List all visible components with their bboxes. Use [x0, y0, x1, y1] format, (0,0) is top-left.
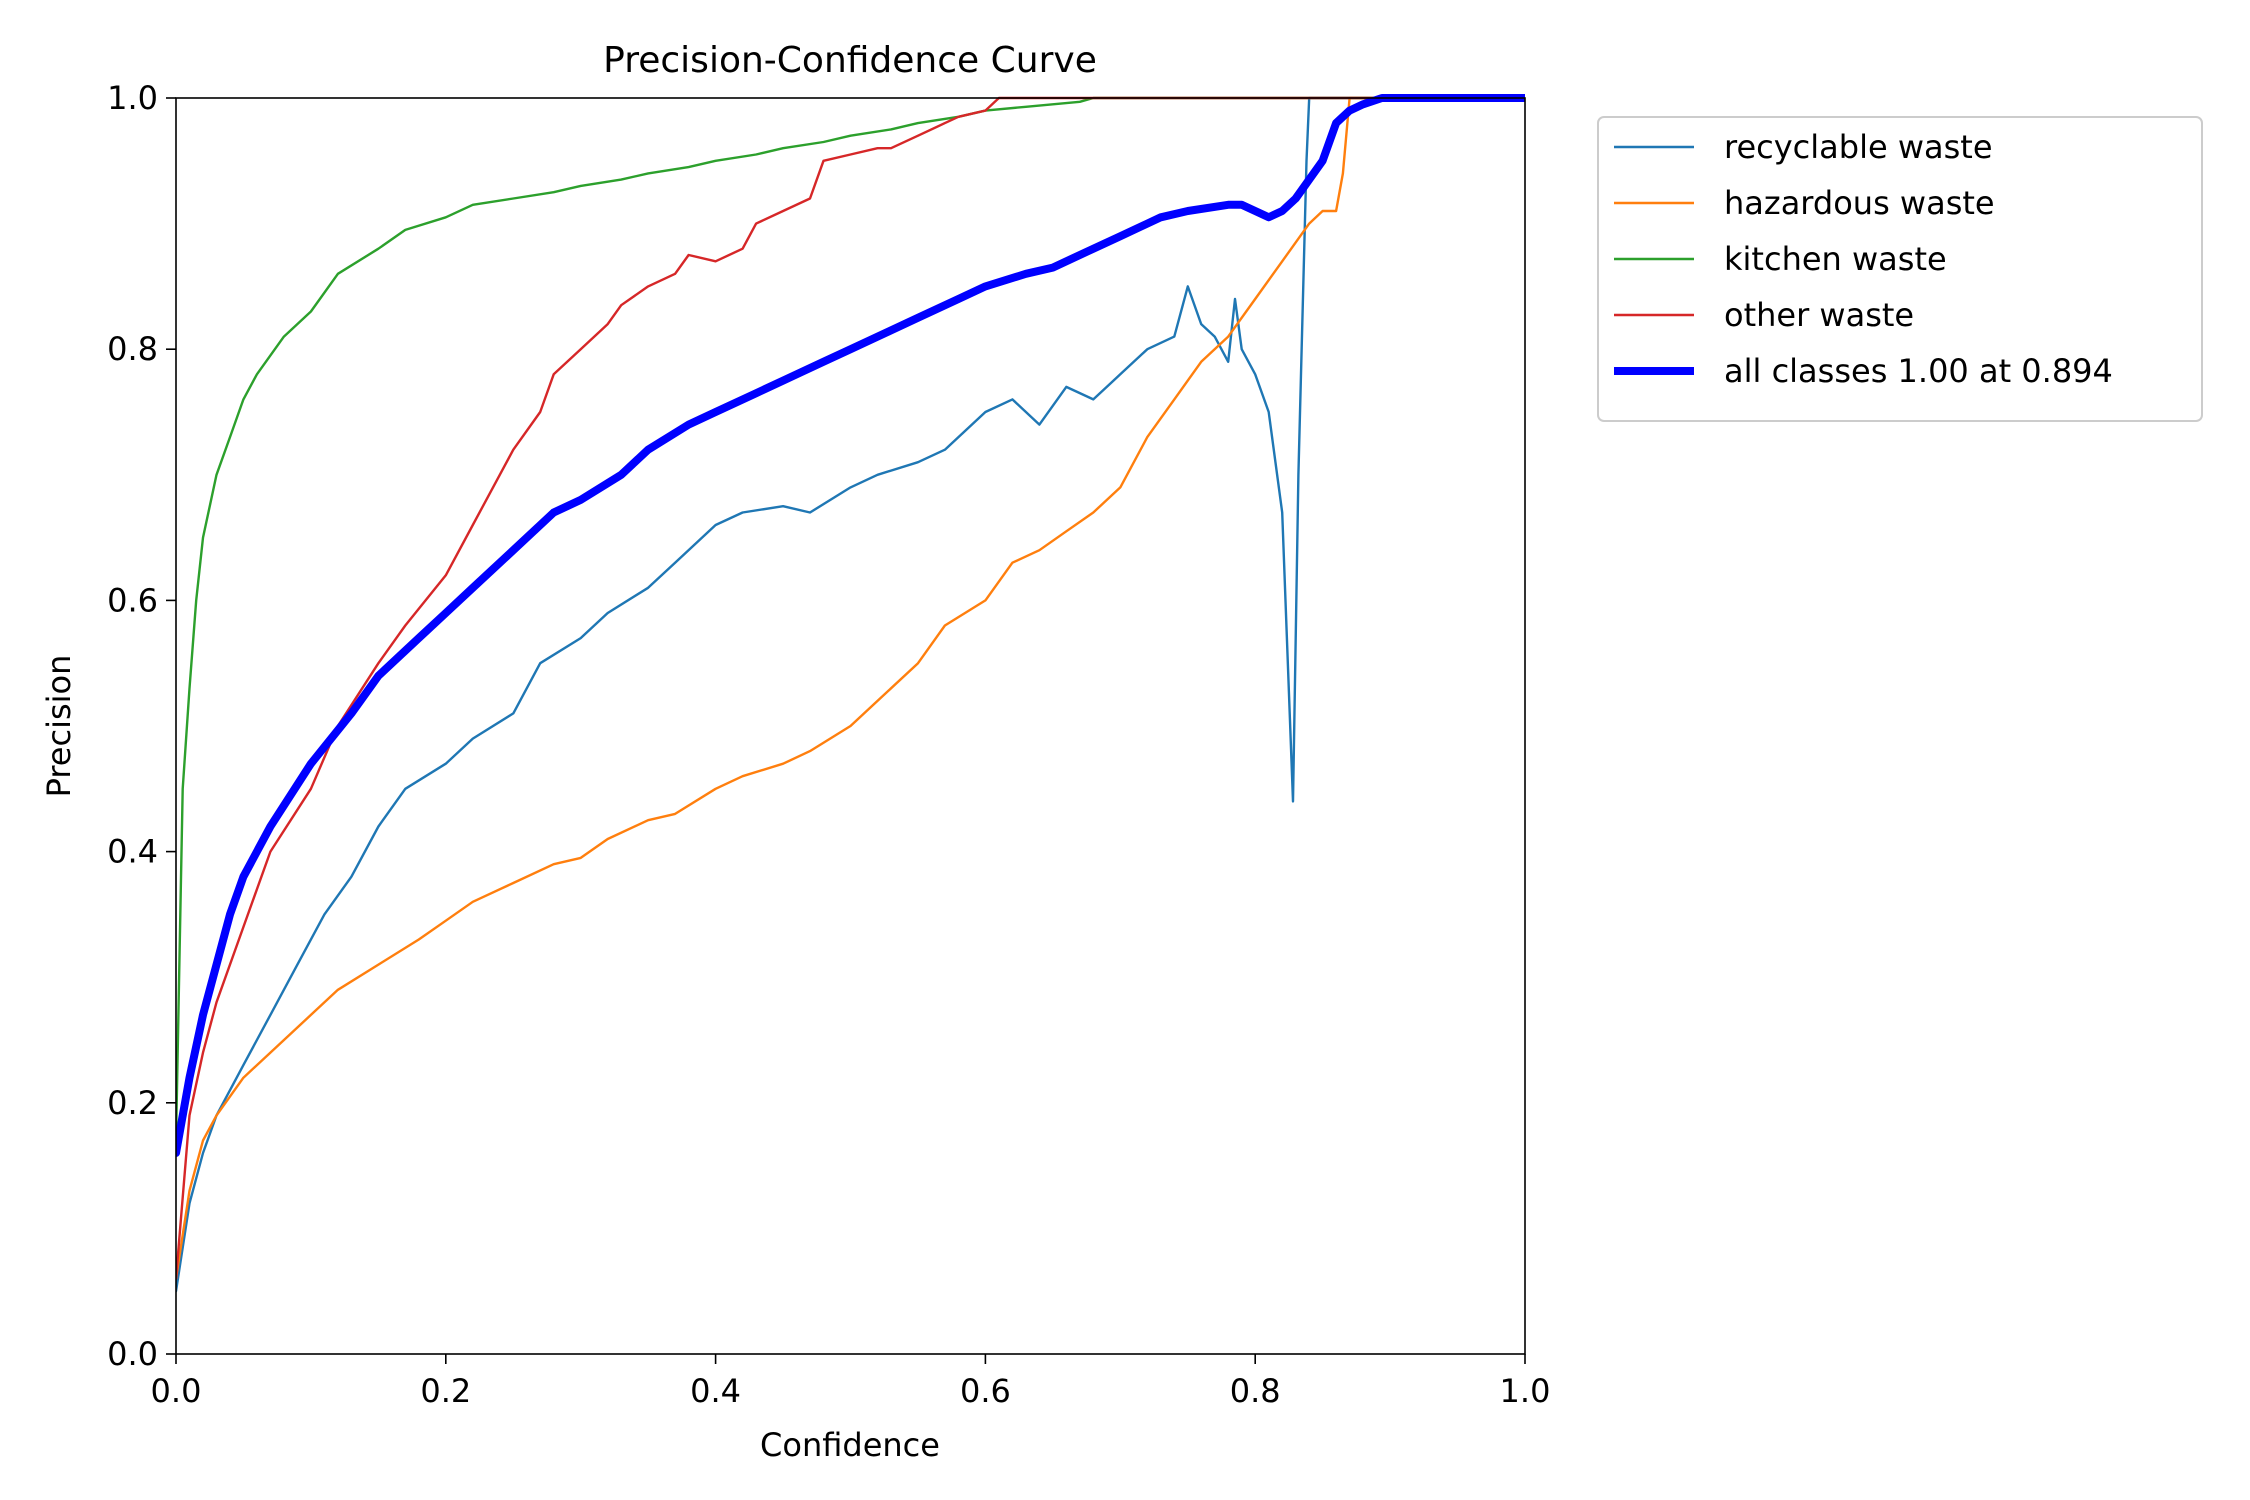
series-line-3	[176, 96, 1525, 1280]
series-line-1	[176, 96, 1525, 1280]
legend-label: all classes 1.00 at 0.894	[1724, 352, 2113, 390]
legend-label: kitchen waste	[1724, 240, 1947, 278]
x-tick-label: 0.4	[690, 1372, 741, 1410]
legend-label: recyclable waste	[1724, 128, 1993, 166]
x-tick-label: 0.2	[420, 1372, 471, 1410]
axes-frame	[175, 97, 1526, 1355]
legend-label: hazardous waste	[1724, 184, 1995, 222]
y-tick-label: 0.0	[107, 1335, 158, 1373]
x-tick-label: 0.0	[151, 1372, 202, 1410]
x-tick-label: 1.0	[1500, 1372, 1551, 1410]
chart-title: Precision-Confidence Curve	[603, 40, 1097, 81]
y-axis: 0.0 0.2 0.4 0.6 0.8 1.0	[107, 79, 176, 1373]
series-line-0	[176, 96, 1525, 1293]
legend: recyclable waste hazardous waste kitchen w…	[1597, 116, 2203, 422]
y-tick-label: 0.6	[107, 581, 158, 619]
legend-label: other waste	[1724, 296, 1914, 334]
y-tick-label: 0.4	[107, 833, 158, 871]
y-tick-label: 0.2	[107, 1084, 158, 1122]
y-tick-label: 0.8	[107, 330, 158, 368]
y-tick-label: 1.0	[107, 79, 158, 117]
x-tick-label: 0.6	[960, 1372, 1011, 1410]
legend-frame	[1597, 116, 2203, 422]
y-axis-label: Precision	[40, 655, 78, 798]
series-layer	[176, 94, 1525, 1293]
x-tick-label: 0.8	[1230, 1372, 1281, 1410]
series-line-4	[176, 94, 1525, 1157]
x-axis: 0.0 0.2 0.4 0.6 0.8 1.0	[151, 1354, 1551, 1410]
x-axis-label: Confidence	[760, 1426, 940, 1464]
